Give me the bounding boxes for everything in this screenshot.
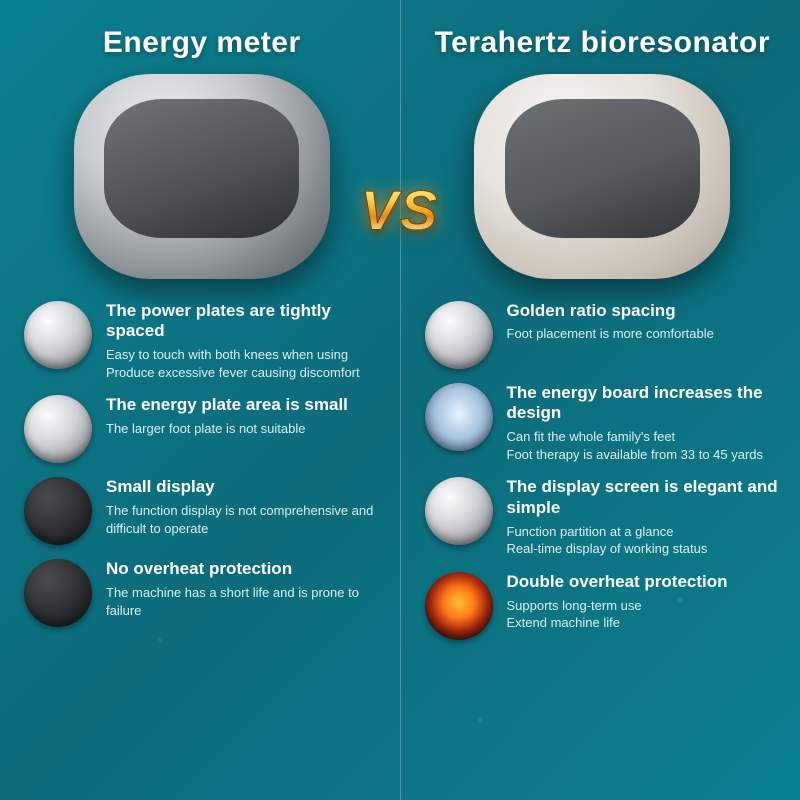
feature-thumb-icon <box>425 572 493 640</box>
feature-item: The energy board increases the design Ca… <box>425 383 781 464</box>
feature-text: The power plates are tightly spaced Easy… <box>106 301 380 382</box>
feature-thumb-icon <box>24 477 92 545</box>
feature-heading: The energy plate area is small <box>106 395 380 416</box>
feature-heading: Golden ratio spacing <box>507 301 781 322</box>
left-title: Energy meter <box>24 26 380 60</box>
vs-badge: VS <box>361 178 440 243</box>
feature-thumb-icon <box>425 383 493 451</box>
feature-item: The power plates are tightly spaced Easy… <box>24 301 380 382</box>
left-feature-list: The power plates are tightly spaced Easy… <box>24 301 380 628</box>
feature-thumb-icon <box>425 301 493 369</box>
feature-heading: The energy board increases the design <box>507 383 781 424</box>
feature-item: Golden ratio spacing Foot placement is m… <box>425 301 781 369</box>
feature-desc: Supports long-term use Extend machine li… <box>507 597 781 632</box>
right-title: Terahertz bioresonator <box>425 26 781 60</box>
feature-desc: The machine has a short life and is pron… <box>106 584 380 619</box>
feature-item: Double overheat protection Supports long… <box>425 572 781 640</box>
feature-text: No overheat protection The machine has a… <box>106 559 380 619</box>
feature-desc: The larger foot plate is not suitable <box>106 420 380 438</box>
left-column: Energy meter The power plates are tightl… <box>0 0 401 800</box>
feature-heading: Double overheat protection <box>507 572 781 593</box>
comparison-infographic: Energy meter The power plates are tightl… <box>0 0 800 800</box>
feature-heading: Small display <box>106 477 380 498</box>
right-feature-list: Golden ratio spacing Foot placement is m… <box>425 301 781 640</box>
feature-item: Small display The function display is no… <box>24 477 380 545</box>
feature-thumb-icon <box>425 477 493 545</box>
feature-text: The display screen is elegant and simple… <box>507 477 781 558</box>
feature-thumb-icon <box>24 301 92 369</box>
feature-thumb-icon <box>24 395 92 463</box>
feature-text: The energy board increases the design Ca… <box>507 383 781 464</box>
feature-text: Double overheat protection Supports long… <box>507 572 781 632</box>
feature-desc: Foot placement is more comfortable <box>507 325 781 343</box>
feature-heading: The power plates are tightly spaced <box>106 301 380 342</box>
right-column: Terahertz bioresonator Golden ratio spac… <box>401 0 800 800</box>
feature-desc: Easy to touch with both knees when using… <box>106 346 380 381</box>
feature-heading: The display screen is elegant and simple <box>507 477 781 518</box>
feature-item: The display screen is elegant and simple… <box>425 477 781 558</box>
feature-text: Small display The function display is no… <box>106 477 380 537</box>
feature-text: Golden ratio spacing Foot placement is m… <box>507 301 781 343</box>
feature-text: The energy plate area is small The large… <box>106 395 380 437</box>
right-product-image <box>474 74 730 279</box>
feature-desc: The function display is not comprehensiv… <box>106 502 380 537</box>
feature-heading: No overheat protection <box>106 559 380 580</box>
feature-item: The energy plate area is small The large… <box>24 395 380 463</box>
feature-desc: Can fit the whole family's feet Foot the… <box>507 428 781 463</box>
feature-desc: Function partition at a glance Real-time… <box>507 523 781 558</box>
left-product-image <box>74 74 330 279</box>
feature-thumb-icon <box>24 559 92 627</box>
feature-item: No overheat protection The machine has a… <box>24 559 380 627</box>
